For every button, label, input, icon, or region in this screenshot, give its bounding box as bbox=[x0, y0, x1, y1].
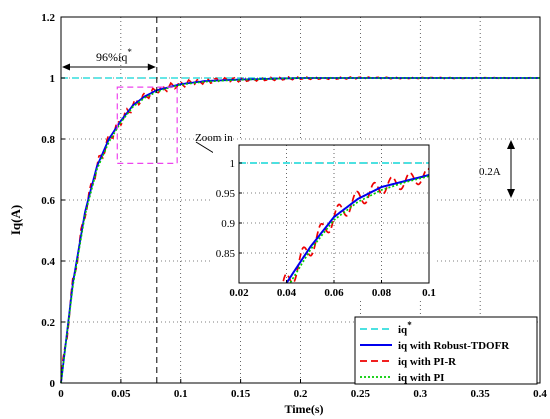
inset-background bbox=[213, 141, 435, 299]
legend-label: iq with PI bbox=[398, 372, 444, 384]
percent-arrow-left-head bbox=[62, 63, 70, 71]
y-tick-label: 0.2 bbox=[41, 317, 55, 329]
x-tick-label: 0.2 bbox=[294, 388, 308, 400]
amplitude-arrow-top-head bbox=[507, 140, 515, 149]
inset-series-group bbox=[239, 162, 430, 284]
x-tick-label: 0.25 bbox=[351, 388, 371, 400]
inset-y-tick-label: 0.9 bbox=[221, 218, 235, 230]
legend-label: iq with PI-R bbox=[398, 356, 457, 368]
inset-chart: 0.02 0.04 0.06 0.08 0.1 0.85 0.9 0.95 1 bbox=[213, 141, 436, 299]
x-tick-label: 0.05 bbox=[111, 388, 131, 400]
main-axes: 0 0.05 0.1 0.15 0.2 0.25 0.3 0.35 0.4 0 0.2 0.4 0.6 0… bbox=[41, 12, 547, 400]
inset-series-line bbox=[289, 175, 430, 283]
main-series-group bbox=[60, 75, 540, 384]
x-tick-label: 0.15 bbox=[231, 388, 251, 400]
y-tick-label: 0 bbox=[50, 378, 56, 390]
legend-label: iq with Robust-TDOFR bbox=[398, 340, 510, 352]
inset-x-tick-label: 0.06 bbox=[324, 287, 344, 299]
percent-arrow-right-head bbox=[147, 63, 156, 71]
x-tick-label: 0.35 bbox=[471, 388, 491, 400]
y-tick-label: 0.8 bbox=[41, 134, 55, 146]
inset-x-tick-label: 0.08 bbox=[372, 287, 392, 299]
inset-y-tick-label: 0.95 bbox=[216, 188, 236, 200]
y-tick-label: 1.2 bbox=[41, 12, 55, 24]
amplitude-label: 0.2A bbox=[479, 166, 501, 178]
inset-x-tick-label: 0.1 bbox=[422, 287, 436, 299]
x-tick-label: 0.3 bbox=[413, 388, 427, 400]
inset-series-line bbox=[285, 174, 430, 284]
y-axis-label: Iq(A) bbox=[8, 205, 23, 235]
percent-label: 96%iq* bbox=[96, 47, 132, 64]
amplitude-arrow-bottom-head bbox=[507, 189, 515, 198]
x-tick-label: 0.1 bbox=[174, 388, 188, 400]
series-line bbox=[60, 77, 540, 384]
x-axis-label: Time(s) bbox=[284, 402, 323, 416]
x-tick-label: 0 bbox=[58, 388, 64, 400]
inset-x-tick-label: 0.02 bbox=[229, 287, 249, 299]
x-tick-label: 0.4 bbox=[533, 388, 547, 400]
y-tick-label: 0.6 bbox=[41, 195, 55, 207]
inset-y-tick-label: 1 bbox=[230, 158, 236, 170]
inset-x-tick-label: 0.04 bbox=[277, 287, 297, 299]
zoom-box bbox=[116, 86, 178, 165]
y-tick-label: 1 bbox=[50, 73, 56, 85]
inset-axes: 0.02 0.04 0.06 0.08 0.1 0.85 0.9 0.95 1 bbox=[216, 144, 436, 299]
y-tick-label: 0.4 bbox=[41, 256, 55, 268]
inset-y-tick-label: 0.85 bbox=[216, 248, 236, 260]
